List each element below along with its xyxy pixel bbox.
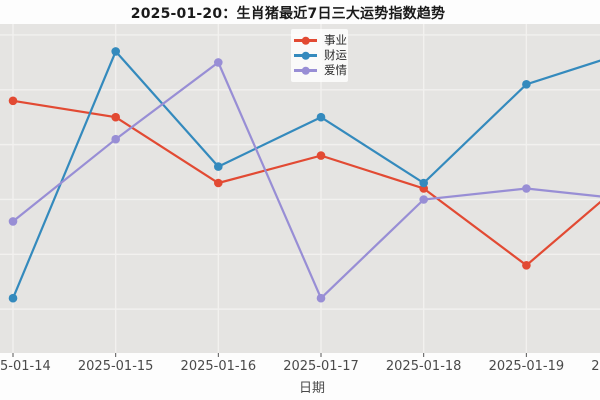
data-point-career xyxy=(8,96,18,106)
data-point-wealth xyxy=(522,80,531,89)
data-point-love xyxy=(214,58,223,67)
data-point-wealth xyxy=(8,293,18,303)
series-line-wealth xyxy=(11,49,600,299)
legend-label-love: 爱情 xyxy=(324,62,347,77)
legend-item-love: 爱情 xyxy=(294,63,347,78)
data-point-career xyxy=(316,151,326,160)
data-point-career xyxy=(522,261,531,270)
chart-title: 2025-01-20：生肖猪最近7日三大运势指数趋势 xyxy=(130,6,446,22)
data-point-wealth xyxy=(419,178,429,188)
data-point-wealth xyxy=(214,162,223,171)
legend-label-career: 事业 xyxy=(324,32,347,47)
x-tick-label: 2025-01-19 xyxy=(488,359,565,374)
x-tick-label: 2025-01-16 xyxy=(180,359,257,374)
legend-label-wealth: 财运 xyxy=(324,47,347,62)
love-dot-icon xyxy=(301,66,310,75)
wealth-line-swatch-icon xyxy=(294,51,317,60)
data-point-career xyxy=(214,178,223,188)
series-line-career xyxy=(12,99,600,267)
legend-item-career: 事业 xyxy=(294,33,347,48)
data-point-career xyxy=(111,112,120,122)
wealth-dot-icon xyxy=(301,51,310,60)
career-dot-icon xyxy=(301,36,310,45)
x-tick-label: 2025-01-14 xyxy=(0,359,51,374)
data-point-love xyxy=(316,293,326,303)
x-tick-label: 2025-01-18 xyxy=(385,359,462,374)
x-tick-label: 2025-01-15 xyxy=(77,359,154,374)
x-tick-label: 2025-01-20 xyxy=(591,359,600,374)
data-point-love xyxy=(8,217,18,226)
x-tick-label: 2025-01-17 xyxy=(283,359,359,374)
x-axis-label: 日期 xyxy=(298,381,326,396)
love-line-swatch-icon xyxy=(294,66,317,75)
data-point-love xyxy=(419,195,429,204)
data-point-love xyxy=(522,184,531,193)
legend-item-wealth: 财运 xyxy=(294,48,347,63)
legend: 事业 财运 爱情 xyxy=(291,29,348,82)
data-point-love xyxy=(111,134,120,144)
career-line-swatch-icon xyxy=(294,36,317,45)
data-point-wealth xyxy=(111,47,120,56)
data-point-wealth xyxy=(316,112,326,122)
